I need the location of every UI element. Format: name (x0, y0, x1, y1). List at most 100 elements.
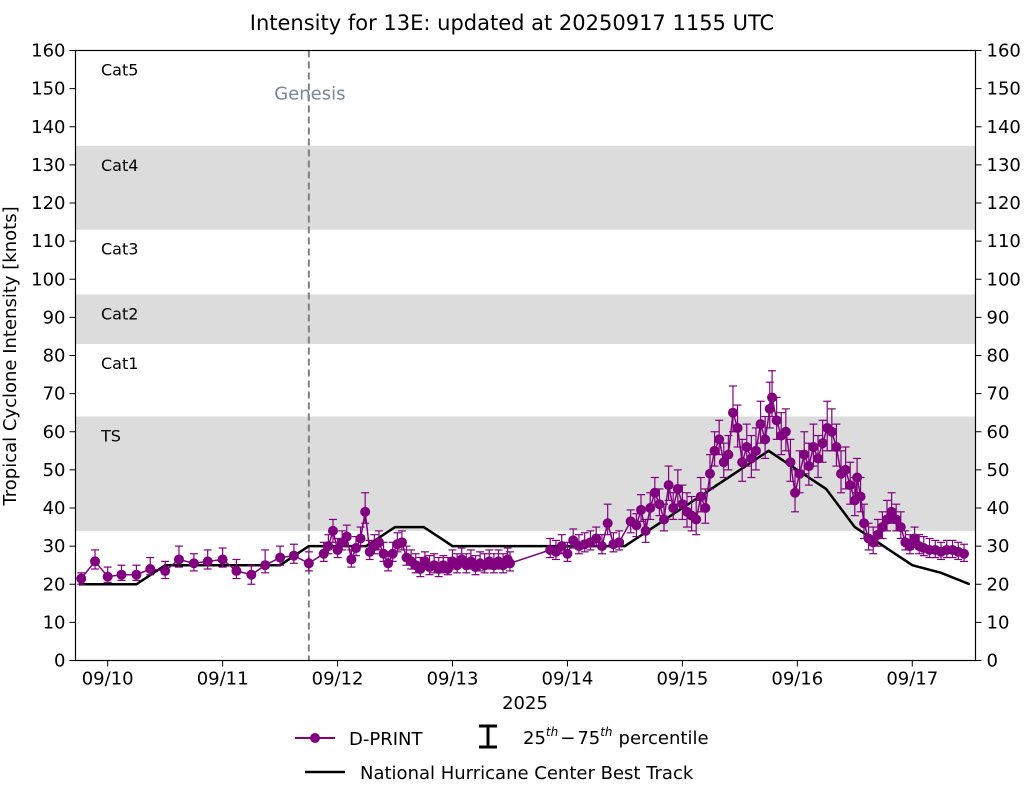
legend-percentile-label: 25th −75th percentile (523, 725, 709, 749)
dprint-point-95 (732, 422, 743, 433)
chart-title: Intensity for 13E: updated at 20250917 1… (250, 11, 774, 35)
dprint-point-34 (396, 537, 407, 548)
dprint-point-94 (727, 407, 738, 418)
dprint-point-124 (859, 518, 870, 529)
dprint-point-78 (654, 499, 665, 510)
dprint-point-22 (341, 531, 352, 542)
dprint-point-144 (959, 548, 970, 559)
y-tick-label-left-90: 90 (43, 307, 66, 328)
y-tick-label-left-20: 20 (43, 574, 66, 595)
y-tick-label-left-70: 70 (43, 384, 66, 405)
dprint-point-81 (668, 503, 679, 513)
dprint-point-83 (677, 499, 688, 510)
dprint-point-20 (332, 544, 343, 555)
dprint-point-7 (173, 554, 184, 565)
dprint-point-32 (387, 548, 398, 559)
legend-percentile-75-sup: th (600, 725, 612, 739)
dprint-point-14 (275, 552, 286, 563)
y-tick-label-right-0: 0 (987, 651, 998, 672)
dprint-point-30 (378, 548, 389, 559)
dprint-point-90 (709, 445, 720, 456)
x-tick-label-4: 09/14 (542, 669, 594, 690)
y-tick-label-right-100: 100 (987, 269, 1021, 290)
y-tick-label-left-50: 50 (43, 460, 66, 481)
dprint-point-25 (355, 533, 366, 544)
y-tick-label-left-160: 160 (31, 41, 65, 62)
dprint-point-127 (872, 529, 883, 540)
legend-percentile-25: 25 (523, 728, 546, 749)
dprint-point-111 (803, 461, 814, 472)
dprint-point-107 (785, 457, 796, 468)
dprint-point-15 (288, 550, 299, 561)
dprint-point-82 (672, 483, 683, 494)
dprint-point-91 (714, 434, 725, 445)
x-axis: 09/10 09/11 09/12 09/13 09/14 09/15 09/16 09/17 (82, 660, 938, 690)
dprint-point-4 (131, 569, 142, 580)
x-tick-label-7: 09/17 (886, 669, 938, 690)
category-labels: TS Cat1 Cat2 Cat3 Cat4 Cat5 (100, 61, 138, 446)
dprint-point-76 (645, 503, 656, 513)
dprint-point-13 (260, 560, 271, 571)
y-tick-label-right-120: 120 (987, 193, 1021, 214)
dprint-point-109 (794, 468, 805, 479)
dprint-point-44 (442, 564, 453, 574)
genesis-label: Genesis (274, 83, 345, 104)
dprint-point-18 (323, 541, 334, 552)
category-label-cat2: Cat2 (101, 305, 138, 324)
legend-percentile-dash: − (560, 728, 575, 749)
legend-percentile-25-sup: th (546, 725, 558, 739)
legend-percentile-icon (479, 724, 497, 749)
y-axis-label: Tropical Cyclone Intensity [knots] (0, 206, 21, 506)
dprint-point-6 (160, 565, 171, 576)
dprint-point-117 (831, 442, 842, 452)
y-tick-label-left-40: 40 (43, 498, 66, 519)
dprint-point-119 (840, 464, 851, 475)
dprint-point-69 (602, 518, 613, 529)
y-tick-label-left-60: 60 (43, 422, 66, 443)
legend-percentile-75: 75 (577, 728, 600, 749)
dprint-point-122 (852, 472, 863, 483)
dprint-point-0 (76, 573, 87, 584)
dprint-point-126 (868, 537, 879, 548)
y-tick-label-right-20: 20 (987, 574, 1010, 595)
y-tick-label-right-150: 150 (987, 79, 1021, 100)
y-tick-label-right-30: 30 (987, 536, 1010, 557)
dprint-point-9 (202, 556, 213, 567)
category-label-cat1: Cat1 (101, 354, 138, 373)
dprint-point-86 (691, 514, 702, 525)
dprint-point-2 (102, 571, 113, 582)
x-tick-label-3: 09/13 (427, 669, 479, 690)
y-tick-label-left-140: 140 (31, 117, 65, 138)
legend-best-track-label: National Hurricane Center Best Track (360, 763, 694, 784)
dprint-point-61 (556, 541, 567, 552)
y-tick-label-right-160: 160 (987, 41, 1021, 62)
dprint-point-8 (188, 558, 199, 569)
y-tick-label-right-50: 50 (987, 460, 1010, 481)
dprint-point-87 (695, 491, 706, 502)
dprint-point-19 (327, 525, 338, 536)
dprint-point-75 (640, 525, 651, 536)
dprint-point-74 (636, 504, 647, 515)
y-tick-label-right-40: 40 (987, 498, 1010, 519)
dprint-point-98 (746, 453, 757, 464)
dprint-point-103 (767, 392, 778, 403)
dprint-point-104 (771, 415, 782, 426)
dprint-point-24 (350, 543, 361, 554)
legend: D-PRINT 25th −75th percentile National Hur… (295, 724, 709, 784)
dprint-point-80 (663, 480, 674, 491)
dprint-point-132 (895, 522, 906, 533)
x-tick-label-0: 09/10 (82, 669, 134, 690)
dprint-point-1 (90, 556, 101, 567)
dprint-point-135 (909, 533, 920, 544)
dprint-point-68 (596, 541, 607, 552)
dprint-point-112 (808, 442, 819, 452)
dprint-point-10 (217, 554, 228, 565)
dprint-point-88 (700, 503, 711, 513)
dprint-point-67 (591, 533, 602, 544)
dprint-point-29 (373, 537, 384, 548)
dprint-point-16 (303, 558, 314, 569)
category-label-cat3: Cat3 (101, 240, 138, 259)
dprint-point-23 (346, 554, 357, 565)
x-tick-label-6: 09/16 (771, 669, 823, 690)
